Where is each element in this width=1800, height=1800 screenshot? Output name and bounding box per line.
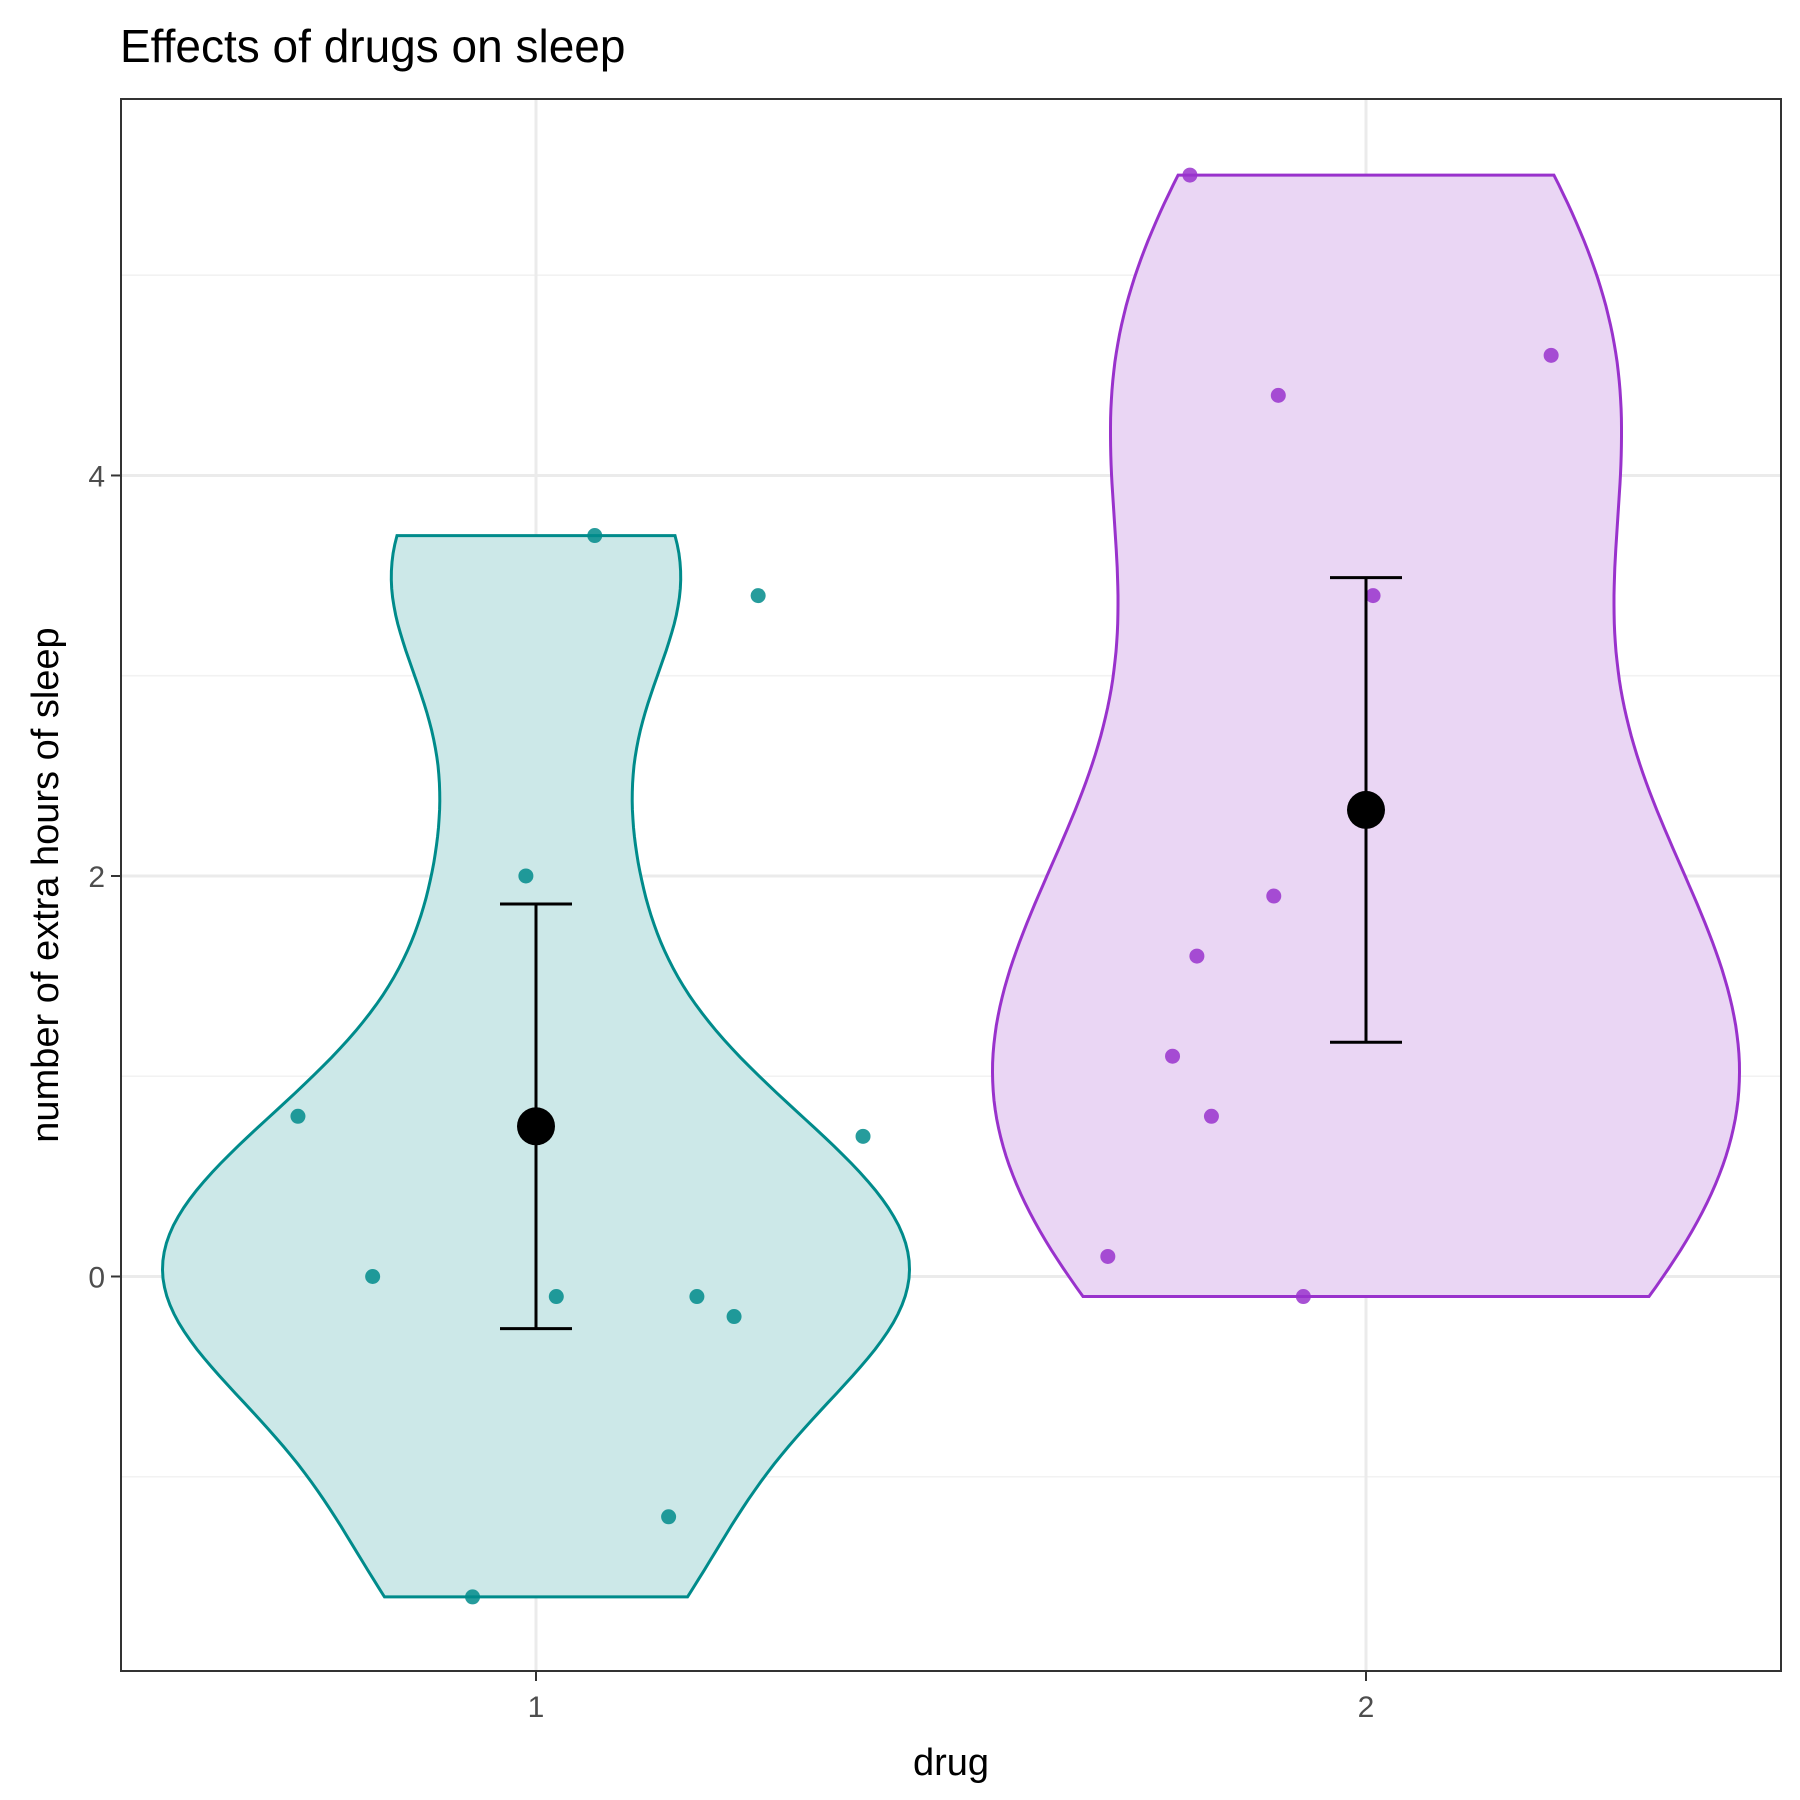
data-point	[1189, 948, 1205, 964]
mean-ci-summaries	[500, 576, 1402, 1331]
chart-title: Effects of drugs on sleep	[120, 20, 625, 72]
mean-point-1	[517, 1107, 555, 1146]
y-tick-label: 2	[88, 861, 105, 894]
violins	[160, 173, 1742, 1599]
data-point	[1203, 1108, 1219, 1124]
data-point	[587, 528, 603, 544]
data-point	[1266, 888, 1282, 904]
data-point	[689, 1289, 705, 1305]
y-tick-label: 4	[88, 460, 105, 493]
data-point	[1182, 167, 1198, 183]
data-point	[750, 588, 766, 604]
data-point	[1295, 1289, 1311, 1305]
data-points	[290, 167, 1559, 1605]
data-point	[548, 1289, 564, 1305]
x-axis-label: drug	[913, 1742, 989, 1784]
data-point	[855, 1128, 871, 1144]
y-axis-ticks: 0 2 4	[88, 460, 121, 1294]
data-point	[661, 1509, 677, 1525]
data-point	[365, 1268, 381, 1284]
data-point	[1270, 387, 1286, 403]
data-point	[518, 868, 534, 884]
x-tick-label: 1	[528, 1691, 545, 1724]
plot-panel-border	[120, 98, 1782, 1672]
x-tick-label: 2	[1358, 1691, 1375, 1724]
data-point	[1543, 347, 1559, 363]
data-point	[1365, 588, 1381, 604]
data-point	[290, 1108, 306, 1124]
data-point	[1165, 1048, 1181, 1064]
data-point	[465, 1589, 481, 1605]
y-tick-label: 0	[88, 1261, 105, 1294]
data-point	[1100, 1248, 1116, 1264]
data-point	[726, 1309, 742, 1325]
y-axis-label: number of extra hours of sleep	[25, 627, 67, 1142]
mean-point-2	[1347, 790, 1385, 829]
